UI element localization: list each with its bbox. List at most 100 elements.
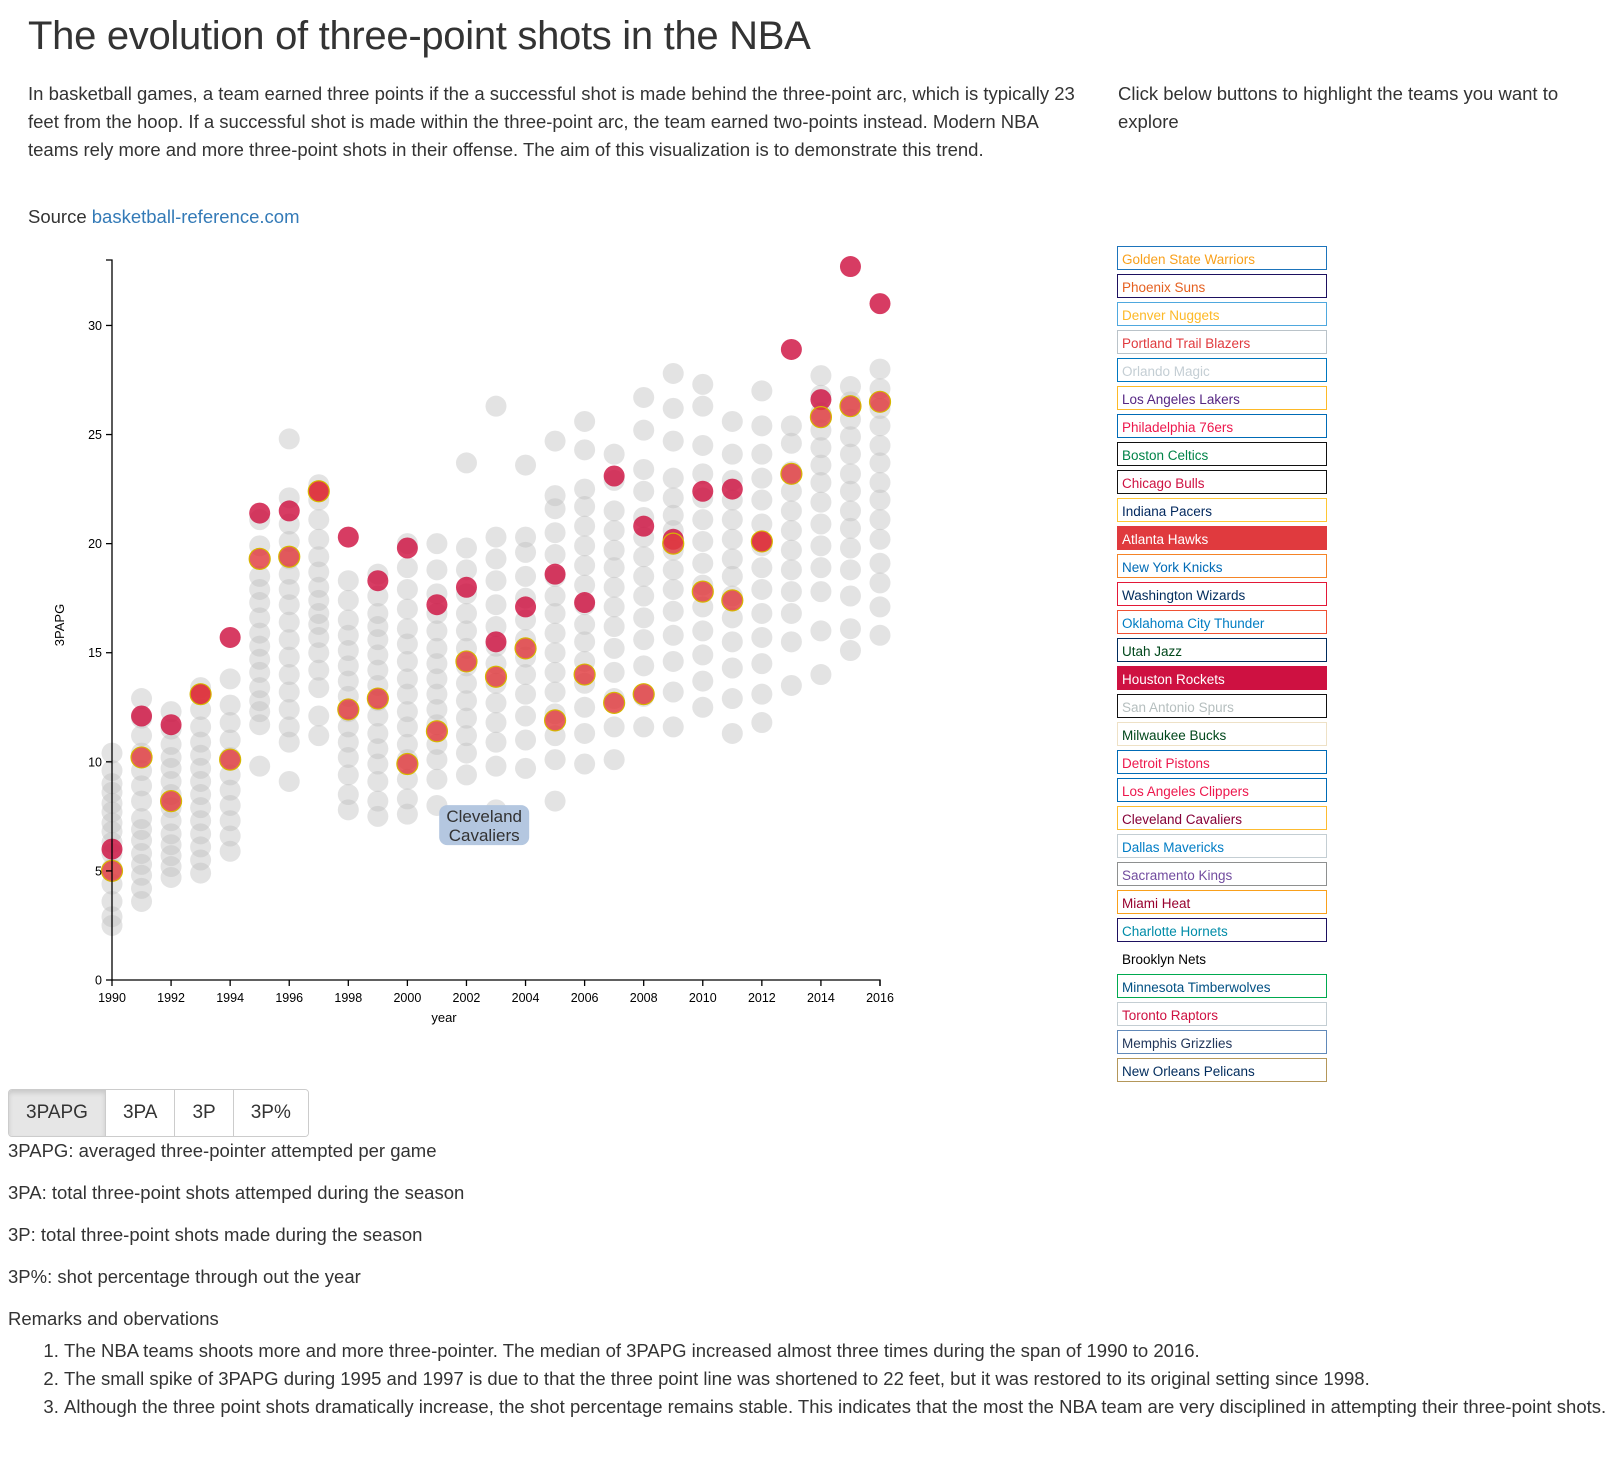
data-point[interactable] — [278, 594, 300, 616]
data-point[interactable] — [278, 716, 300, 738]
data-point[interactable] — [662, 504, 684, 526]
data-point[interactable] — [190, 823, 212, 845]
data-point[interactable] — [426, 749, 448, 771]
data-point[interactable] — [662, 397, 684, 419]
data-point[interactable] — [780, 559, 802, 581]
data-point[interactable] — [544, 622, 566, 644]
data-point[interactable] — [810, 472, 832, 494]
data-point[interactable] — [426, 653, 448, 675]
data-point[interactable] — [396, 598, 418, 620]
data-point[interactable] — [249, 661, 271, 683]
data-point-highlight[interactable] — [691, 580, 714, 603]
data-point[interactable] — [574, 478, 596, 500]
data-point-highlight[interactable] — [278, 545, 301, 568]
data-point[interactable] — [839, 537, 861, 559]
data-point[interactable] — [396, 716, 418, 738]
data-point[interactable] — [810, 513, 832, 535]
data-point[interactable] — [396, 768, 418, 790]
data-point-highlight[interactable] — [485, 631, 507, 653]
data-point[interactable] — [869, 509, 891, 531]
data-point[interactable] — [692, 434, 714, 456]
data-point[interactable] — [337, 624, 359, 646]
data-point[interactable] — [869, 358, 891, 380]
data-point[interactable] — [515, 541, 537, 563]
data-point[interactable] — [190, 784, 212, 806]
data-point[interactable] — [367, 644, 389, 666]
data-point[interactable] — [219, 825, 241, 847]
data-point[interactable] — [869, 434, 891, 456]
data-point[interactable] — [633, 565, 655, 587]
data-point-highlight[interactable] — [366, 687, 389, 710]
data-point[interactable] — [278, 681, 300, 703]
data-point-highlight[interactable] — [721, 589, 744, 612]
data-point[interactable] — [278, 611, 300, 633]
data-point[interactable] — [308, 546, 330, 568]
data-point[interactable] — [721, 509, 743, 531]
data-point[interactable] — [544, 749, 566, 771]
data-point[interactable] — [780, 415, 802, 437]
data-point[interactable] — [810, 491, 832, 513]
data-point[interactable] — [633, 419, 655, 441]
data-point[interactable] — [721, 657, 743, 679]
data-point[interactable] — [426, 620, 448, 642]
data-point[interactable] — [721, 722, 743, 744]
data-point[interactable] — [515, 565, 537, 587]
data-point-highlight[interactable] — [396, 752, 419, 776]
data-point[interactable] — [455, 672, 477, 694]
data-point[interactable] — [751, 626, 773, 648]
data-point[interactable] — [337, 764, 359, 786]
data-point[interactable] — [515, 664, 537, 686]
data-point[interactable] — [160, 856, 182, 878]
data-point[interactable] — [367, 722, 389, 744]
data-point[interactable] — [485, 548, 507, 570]
data-point[interactable] — [574, 722, 596, 744]
data-point[interactable] — [249, 592, 271, 614]
data-point-highlight[interactable] — [633, 515, 655, 537]
data-point-highlight[interactable] — [662, 532, 685, 555]
data-point-highlight[interactable] — [603, 465, 625, 487]
team-button-milwaukee-bucks[interactable]: Milwaukee Bucks — [1117, 722, 1327, 746]
data-point[interactable] — [219, 668, 241, 690]
team-button-detroit-pistons[interactable]: Detroit Pistons — [1117, 750, 1327, 774]
data-point[interactable] — [603, 749, 625, 771]
data-point[interactable] — [692, 530, 714, 552]
team-button-cleveland-cavaliers[interactable]: Cleveland Cavaliers — [1117, 806, 1327, 830]
data-point[interactable] — [574, 515, 596, 537]
data-point[interactable] — [131, 790, 153, 812]
data-point[interactable] — [751, 513, 773, 535]
data-point[interactable] — [869, 528, 891, 550]
data-point[interactable] — [603, 616, 625, 638]
data-point[interactable] — [396, 618, 418, 640]
data-point[interactable] — [780, 480, 802, 502]
data-point[interactable] — [574, 535, 596, 557]
data-point[interactable] — [190, 731, 212, 753]
data-point[interactable] — [751, 602, 773, 624]
team-button-miami-heat[interactable]: Miami Heat — [1117, 890, 1327, 914]
data-point-highlight[interactable] — [219, 626, 241, 648]
data-point[interactable] — [544, 544, 566, 566]
data-point[interactable] — [131, 842, 153, 864]
data-point[interactable] — [721, 443, 743, 465]
data-point[interactable] — [810, 664, 832, 686]
data-point[interactable] — [278, 698, 300, 720]
data-point-highlight[interactable] — [869, 293, 891, 315]
data-point[interactable] — [603, 637, 625, 659]
data-point[interactable] — [426, 668, 448, 690]
data-point[interactable] — [810, 437, 832, 459]
data-point[interactable] — [219, 729, 241, 751]
data-point[interactable] — [308, 659, 330, 681]
team-button-denver-nuggets[interactable]: Denver Nuggets — [1117, 302, 1327, 326]
data-point[interactable] — [426, 768, 448, 790]
data-point[interactable] — [721, 607, 743, 629]
data-point[interactable] — [839, 618, 861, 640]
data-point[interactable] — [869, 452, 891, 474]
data-point[interactable] — [190, 849, 212, 871]
team-button-indiana-pacers[interactable]: Indiana Pacers — [1117, 498, 1327, 522]
data-point[interactable] — [544, 602, 566, 624]
data-point[interactable] — [633, 629, 655, 651]
data-point[interactable] — [810, 365, 832, 387]
team-button-houston-rockets[interactable]: Houston Rockets — [1117, 666, 1327, 690]
data-point[interactable] — [455, 690, 477, 712]
team-button-toronto-raptors[interactable]: Toronto Raptors — [1117, 1002, 1327, 1026]
data-point[interactable] — [574, 753, 596, 775]
